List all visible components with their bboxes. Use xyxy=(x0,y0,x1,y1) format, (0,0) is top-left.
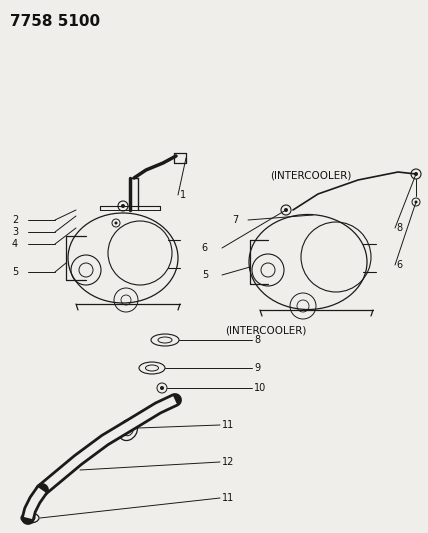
Text: 6: 6 xyxy=(202,243,208,253)
Text: 11: 11 xyxy=(222,493,234,503)
Text: 6: 6 xyxy=(396,260,402,270)
Text: 4: 4 xyxy=(12,239,18,249)
Circle shape xyxy=(414,172,418,176)
Circle shape xyxy=(121,204,125,208)
Text: 3: 3 xyxy=(12,227,18,237)
Text: 5: 5 xyxy=(12,267,18,277)
Text: (INTERCOOLER): (INTERCOOLER) xyxy=(225,326,306,335)
Text: 11: 11 xyxy=(222,420,234,430)
Text: 7758 5100: 7758 5100 xyxy=(10,14,100,29)
Text: (INTERCOOLER): (INTERCOOLER) xyxy=(270,170,351,180)
Text: 2: 2 xyxy=(12,215,18,225)
Circle shape xyxy=(414,200,417,204)
Circle shape xyxy=(115,222,118,224)
Text: 10: 10 xyxy=(254,383,266,393)
Circle shape xyxy=(160,386,164,390)
Circle shape xyxy=(284,208,288,212)
Text: 5: 5 xyxy=(202,270,208,280)
Text: 8: 8 xyxy=(396,223,402,233)
Text: 7: 7 xyxy=(232,215,238,225)
Text: 1: 1 xyxy=(180,190,186,200)
Text: 8: 8 xyxy=(254,335,260,345)
Text: 12: 12 xyxy=(222,457,235,467)
Text: 9: 9 xyxy=(254,363,260,373)
